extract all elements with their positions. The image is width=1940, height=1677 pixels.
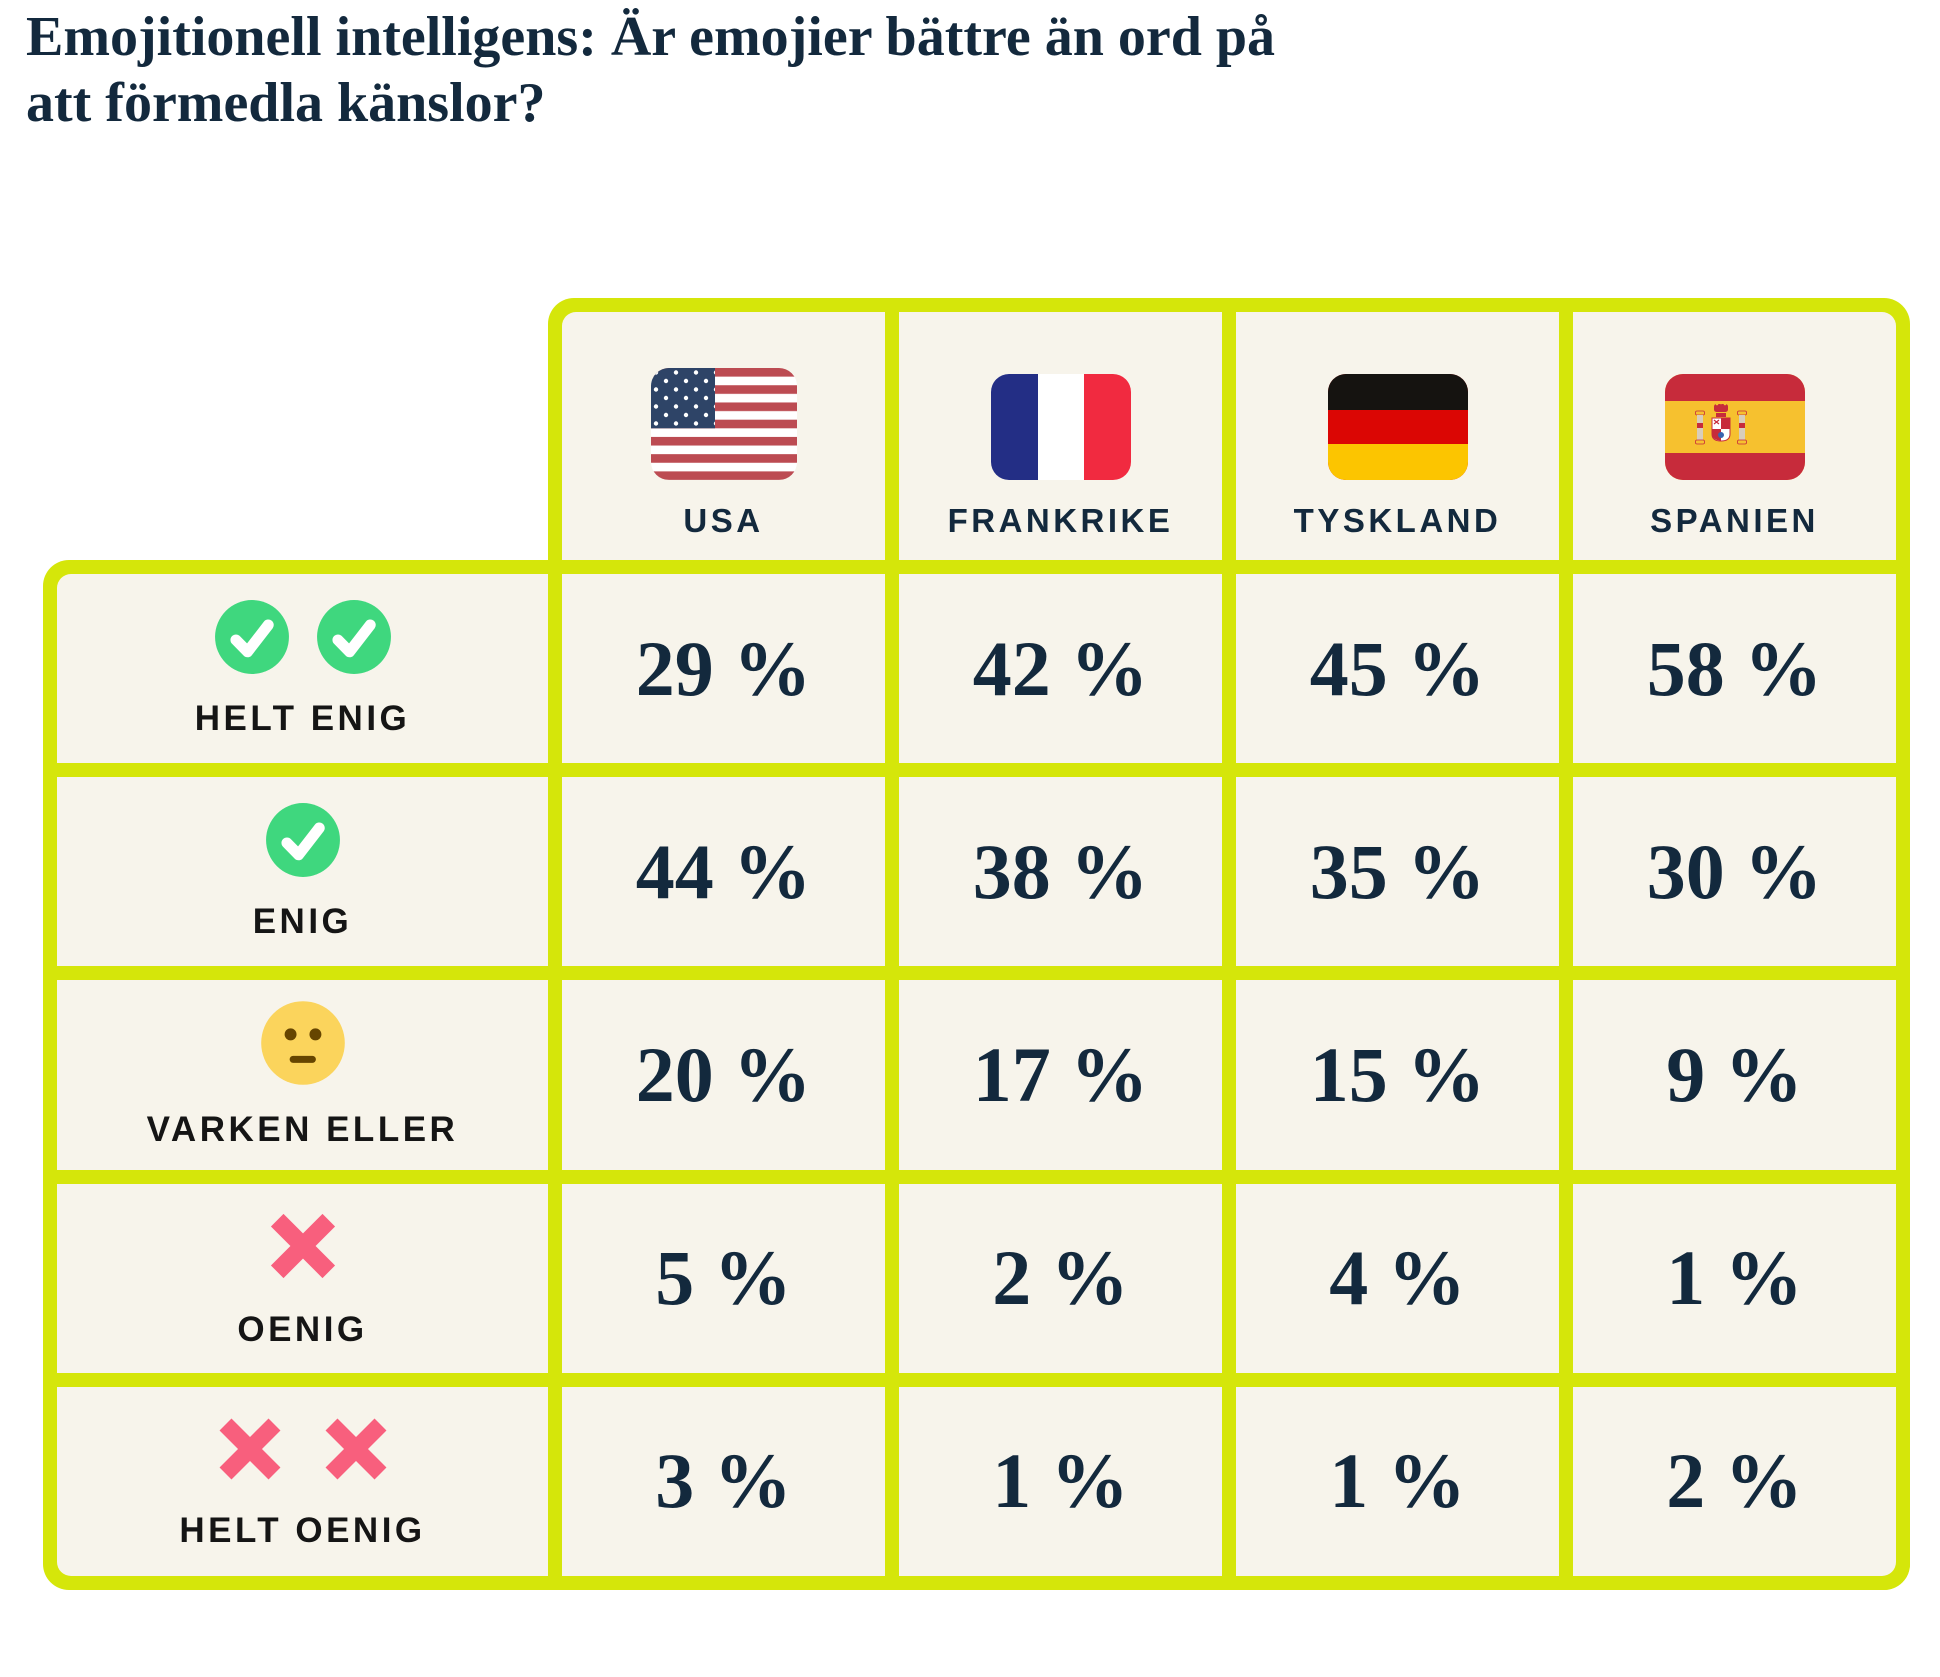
value-cell: 35 % (1236, 777, 1559, 967)
title-line-1: Emojitionell intelligens: Är emojier bät… (26, 6, 1275, 68)
value-cell: 2 % (1573, 1386, 1896, 1576)
row-label: ENIG (252, 901, 353, 941)
value-cell: 58 % (1573, 574, 1896, 764)
value-cell: 1 % (899, 1386, 1222, 1576)
row-label: HELT OENIG (179, 1511, 426, 1551)
row-header-helt-enig: HELT ENIG (57, 574, 548, 764)
row-label: VARKEN ELLER (146, 1109, 459, 1149)
column-label: FRANKRIKE (947, 502, 1174, 539)
check-circle-icon (316, 599, 392, 675)
spain-flag-icon (1664, 374, 1805, 480)
value-cell: 2 % (899, 1183, 1222, 1373)
row-icons (214, 599, 392, 675)
value-cell: 29 % (562, 574, 885, 764)
value-cell: 3 % (562, 1386, 885, 1576)
france-flag-icon (990, 374, 1131, 480)
value-cell: 30 % (1573, 777, 1896, 967)
column-header-frankrike: FRANKRIKE (899, 312, 1222, 560)
neutral-face-icon (260, 1000, 346, 1086)
row-label: OENIG (237, 1310, 368, 1350)
column-label: TYSKLAND (1293, 502, 1502, 539)
value-cell: 5 % (562, 1183, 885, 1373)
value-cell: 9 % (1573, 980, 1896, 1170)
row-icons (263, 1206, 343, 1286)
spain-coat-of-arms (1694, 401, 1747, 445)
value-cell: 44 % (562, 777, 885, 967)
row-icons (265, 802, 341, 878)
value-cell: 20 % (562, 980, 885, 1170)
row-icons (212, 1411, 394, 1487)
row-header-enig: ENIG (57, 777, 548, 967)
value-cell: 4 % (1236, 1183, 1559, 1373)
usa-flag-icon (650, 368, 797, 480)
table-corner-spacer (57, 312, 548, 560)
value-cell: 45 % (1236, 574, 1559, 764)
check-circle-icon (265, 802, 341, 878)
survey-table: USA FRANKRIKE TYSKLAND (43, 298, 1910, 1590)
value-cell: 1 % (1236, 1386, 1559, 1576)
value-cell: 1 % (1573, 1183, 1896, 1373)
column-label: SPANIEN (1650, 502, 1819, 539)
value-cell: 15 % (1236, 980, 1559, 1170)
value-cell: 42 % (899, 574, 1222, 764)
row-header-oenig: OENIG (57, 1183, 548, 1373)
column-header-usa: USA (562, 312, 885, 560)
column-header-tyskland: TYSKLAND (1236, 312, 1559, 560)
germany-flag-icon (1327, 374, 1468, 480)
cross-mark-icon (318, 1411, 394, 1487)
cross-mark-icon (212, 1411, 288, 1487)
value-cell: 17 % (899, 980, 1222, 1170)
check-circle-icon (214, 599, 290, 675)
row-header-varken-eller: VARKEN ELLER (57, 980, 548, 1170)
column-label: USA (683, 502, 764, 539)
value-cell: 38 % (899, 777, 1222, 967)
row-header-helt-oenig: HELT OENIG (57, 1386, 548, 1576)
row-icons (260, 1000, 346, 1086)
column-header-spanien: SPANIEN (1573, 312, 1896, 560)
cross-mark-icon (263, 1206, 343, 1286)
row-label: HELT ENIG (194, 698, 411, 738)
page-title: Emojitionell intelligens: Är emojier bät… (26, 4, 1275, 136)
title-line-2: att förmedla känslor? (26, 72, 546, 135)
